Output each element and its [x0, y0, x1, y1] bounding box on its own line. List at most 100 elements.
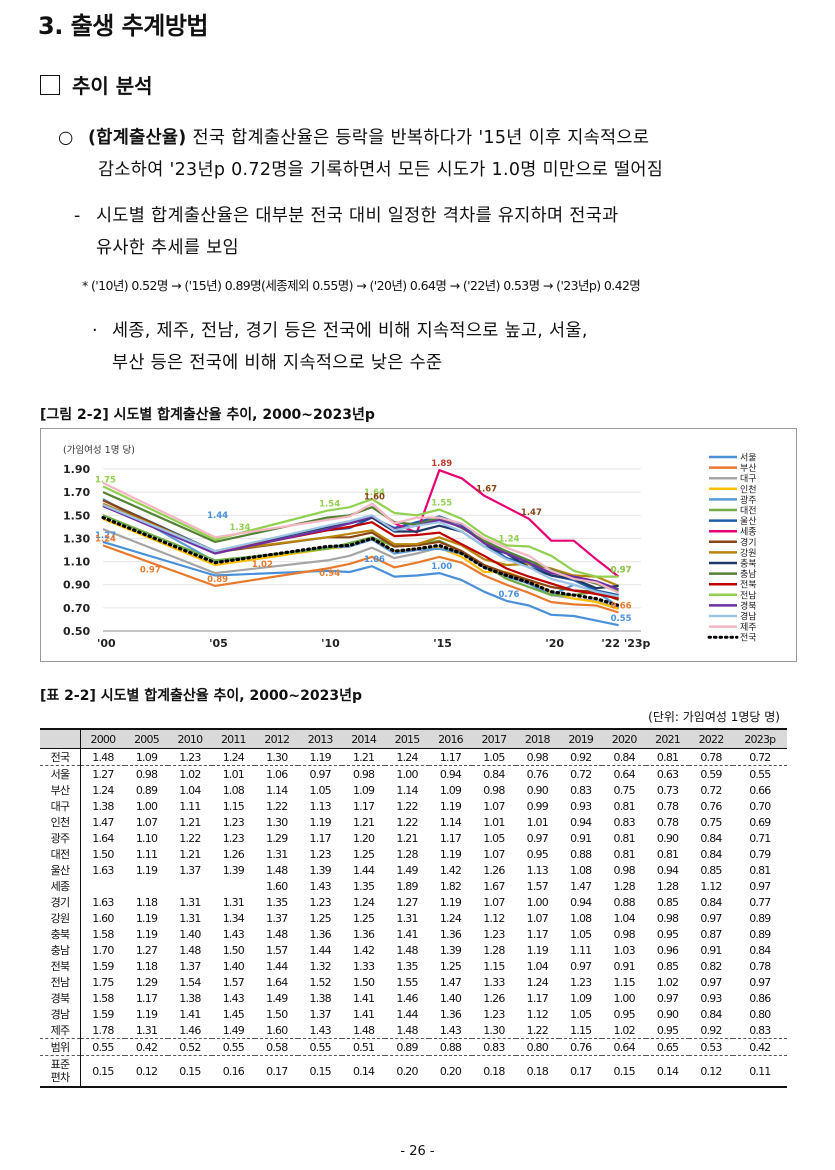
table-cell: 1.21 — [341, 748, 386, 766]
data-label: 1.64 — [364, 488, 385, 498]
table-cell: 0.84 — [602, 748, 646, 766]
table-cell: 1.35 — [396, 959, 418, 973]
table-cell: 1.25 — [352, 911, 375, 925]
dot-bullet-icon: · — [92, 321, 98, 341]
table-cell: 1.15 — [222, 799, 245, 813]
table-cell: 1.21 — [396, 831, 418, 845]
table-cell: 0.90 — [656, 831, 679, 845]
table-cell: 1.30 — [255, 748, 299, 766]
table-cell: 1.18 — [135, 895, 158, 909]
table-cell: 1.19 — [135, 863, 158, 877]
table-cell: 0.93 — [570, 799, 592, 813]
table-cell: 1.28 — [483, 943, 505, 957]
table-cell: 1.09 — [124, 748, 169, 766]
table-cell: 1.17 — [526, 927, 549, 941]
table-cell: 1.48 — [396, 943, 418, 957]
table-cell: 0.17 — [559, 1055, 603, 1088]
table-row-header: 전북 — [40, 958, 81, 974]
table-cell: 1.17 — [439, 831, 462, 845]
table-cell: 0.75 — [613, 783, 636, 797]
x-tick-label: '22 '23p — [601, 637, 650, 650]
series-line-경남 — [102, 503, 619, 598]
table-row: 전북 1.59 1.18 1.37 1.40 1.44 1.32 1.33 1.35 1.25 1.… — [40, 958, 787, 974]
table-cell: 0.72 — [570, 767, 592, 781]
table-row-header: 경남 — [40, 1006, 81, 1022]
table-cell: 1.27 — [396, 895, 418, 909]
table-cell: 1.26 — [483, 991, 505, 1005]
table-cell: 0.55 — [211, 1038, 256, 1056]
table-cell: 0.98 — [483, 783, 505, 797]
legend-label: 제주 — [740, 622, 757, 633]
legend-label: 경기 — [740, 536, 757, 548]
table-cell: 0.91 — [570, 831, 592, 845]
table-cell: 0.18 — [472, 1055, 516, 1088]
table-row-header: 충북 — [40, 926, 81, 942]
table-cell: 0.92 — [700, 1023, 722, 1037]
table-cell — [125, 878, 168, 894]
table-cell: 1.49 — [396, 863, 418, 877]
table-cell: 1.23 — [483, 1007, 505, 1021]
table-cell: 1.23 — [222, 831, 245, 845]
table-cell: 0.95 — [656, 927, 679, 941]
table-row-header: 범위 — [40, 1038, 81, 1056]
table-body: 전국 1.48 1.09 1.23 1.24 1.30 1.19 1.21 1.24 1.17 1.… — [40, 748, 787, 1088]
table-cell: 1.09 — [570, 991, 592, 1005]
table-cell: 1.11 — [570, 943, 592, 957]
x-tick-label: '10 — [321, 637, 340, 650]
table-cell: 0.64 — [613, 767, 636, 781]
table-cell: 1.82 — [439, 879, 462, 893]
table-cell: 1.22 — [396, 799, 418, 813]
table-cell: 1.24 — [211, 748, 256, 766]
legend-label: 세종 — [740, 527, 757, 538]
table-cell: 1.23 — [309, 895, 332, 909]
data-label: 1.75 — [95, 475, 116, 485]
table-cell: 1.06 — [266, 767, 288, 781]
table-row-header: 대전 — [40, 846, 81, 862]
table-cell: 1.70 — [92, 943, 114, 957]
data-label: 1.27 — [95, 531, 116, 541]
legend-label: 전북 — [740, 580, 757, 591]
table-cell: 1.38 — [92, 799, 114, 813]
table-row-header: 부산 — [40, 782, 81, 798]
table-cell: 0.81 — [613, 831, 636, 845]
legend-label: 경북 — [740, 600, 757, 612]
table-cell: 1.20 — [352, 831, 375, 845]
table-row: 경북 1.58 1.17 1.38 1.43 1.49 1.38 1.41 1.46 1.40 1.… — [40, 990, 787, 1006]
paragraph-line: 시도별 합계출산율은 대부분 전국 대비 일정한 격차를 유지하며 전국과 — [96, 206, 619, 226]
table-cell: 0.97 — [570, 959, 592, 973]
table-cell: 1.22 — [266, 799, 288, 813]
line-chart: (가임여성 1명 당) 1.90 1.70 1.50 1.30 1.10 0.90 0.70 0… — [40, 428, 797, 662]
table-cell: 1.50 — [352, 975, 375, 989]
table-cell: 1.11 — [179, 799, 201, 813]
table-header-year: 2005 — [124, 728, 169, 749]
table-cell: 1.44 — [396, 1007, 418, 1021]
table-cell: 1.31 — [266, 847, 288, 861]
table-row-header: 서울 — [40, 765, 81, 782]
table-cell: 1.48 — [266, 927, 288, 941]
table-cell: 1.64 — [266, 975, 288, 989]
table-cell: 1.02 — [656, 975, 679, 989]
table-row-header: 광주 — [40, 830, 81, 846]
table-cell: 1.17 — [135, 991, 158, 1005]
table-cell: 1.25 — [309, 911, 332, 925]
legend-label: 충북 — [740, 559, 757, 570]
table-cell: 0.90 — [656, 1007, 679, 1021]
table-cell: 1.36 — [309, 927, 332, 941]
table-cell: 1.13 — [309, 799, 332, 813]
table-cell: 1.24 — [385, 748, 429, 766]
y-axis-label: (가임여성 1명 당) — [63, 444, 135, 456]
legend-label: 서울 — [740, 453, 757, 464]
series-line-제주 — [102, 481, 620, 594]
table-row: 충북 1.58 1.19 1.40 1.43 1.48 1.36 1.36 1.41 1.36 1.… — [40, 926, 787, 942]
table-cell: 0.81 — [645, 748, 690, 766]
table-cell: 1.19 — [439, 847, 462, 861]
table-cell: 1.17 — [428, 748, 473, 766]
table-cell: 0.98 — [135, 767, 158, 781]
table-row-header: 경기 — [40, 894, 81, 910]
table-cell: 1.46 — [179, 1023, 201, 1037]
table-cell: 1.24 — [352, 895, 375, 909]
table-cell: 1.14 — [266, 783, 288, 797]
table-cell: 0.83 — [570, 783, 592, 797]
table-row-header: 전국 — [40, 748, 81, 766]
table-row: 경기 1.63 1.18 1.31 1.31 1.35 1.23 1.24 1.27 1.19 1.… — [40, 894, 787, 910]
